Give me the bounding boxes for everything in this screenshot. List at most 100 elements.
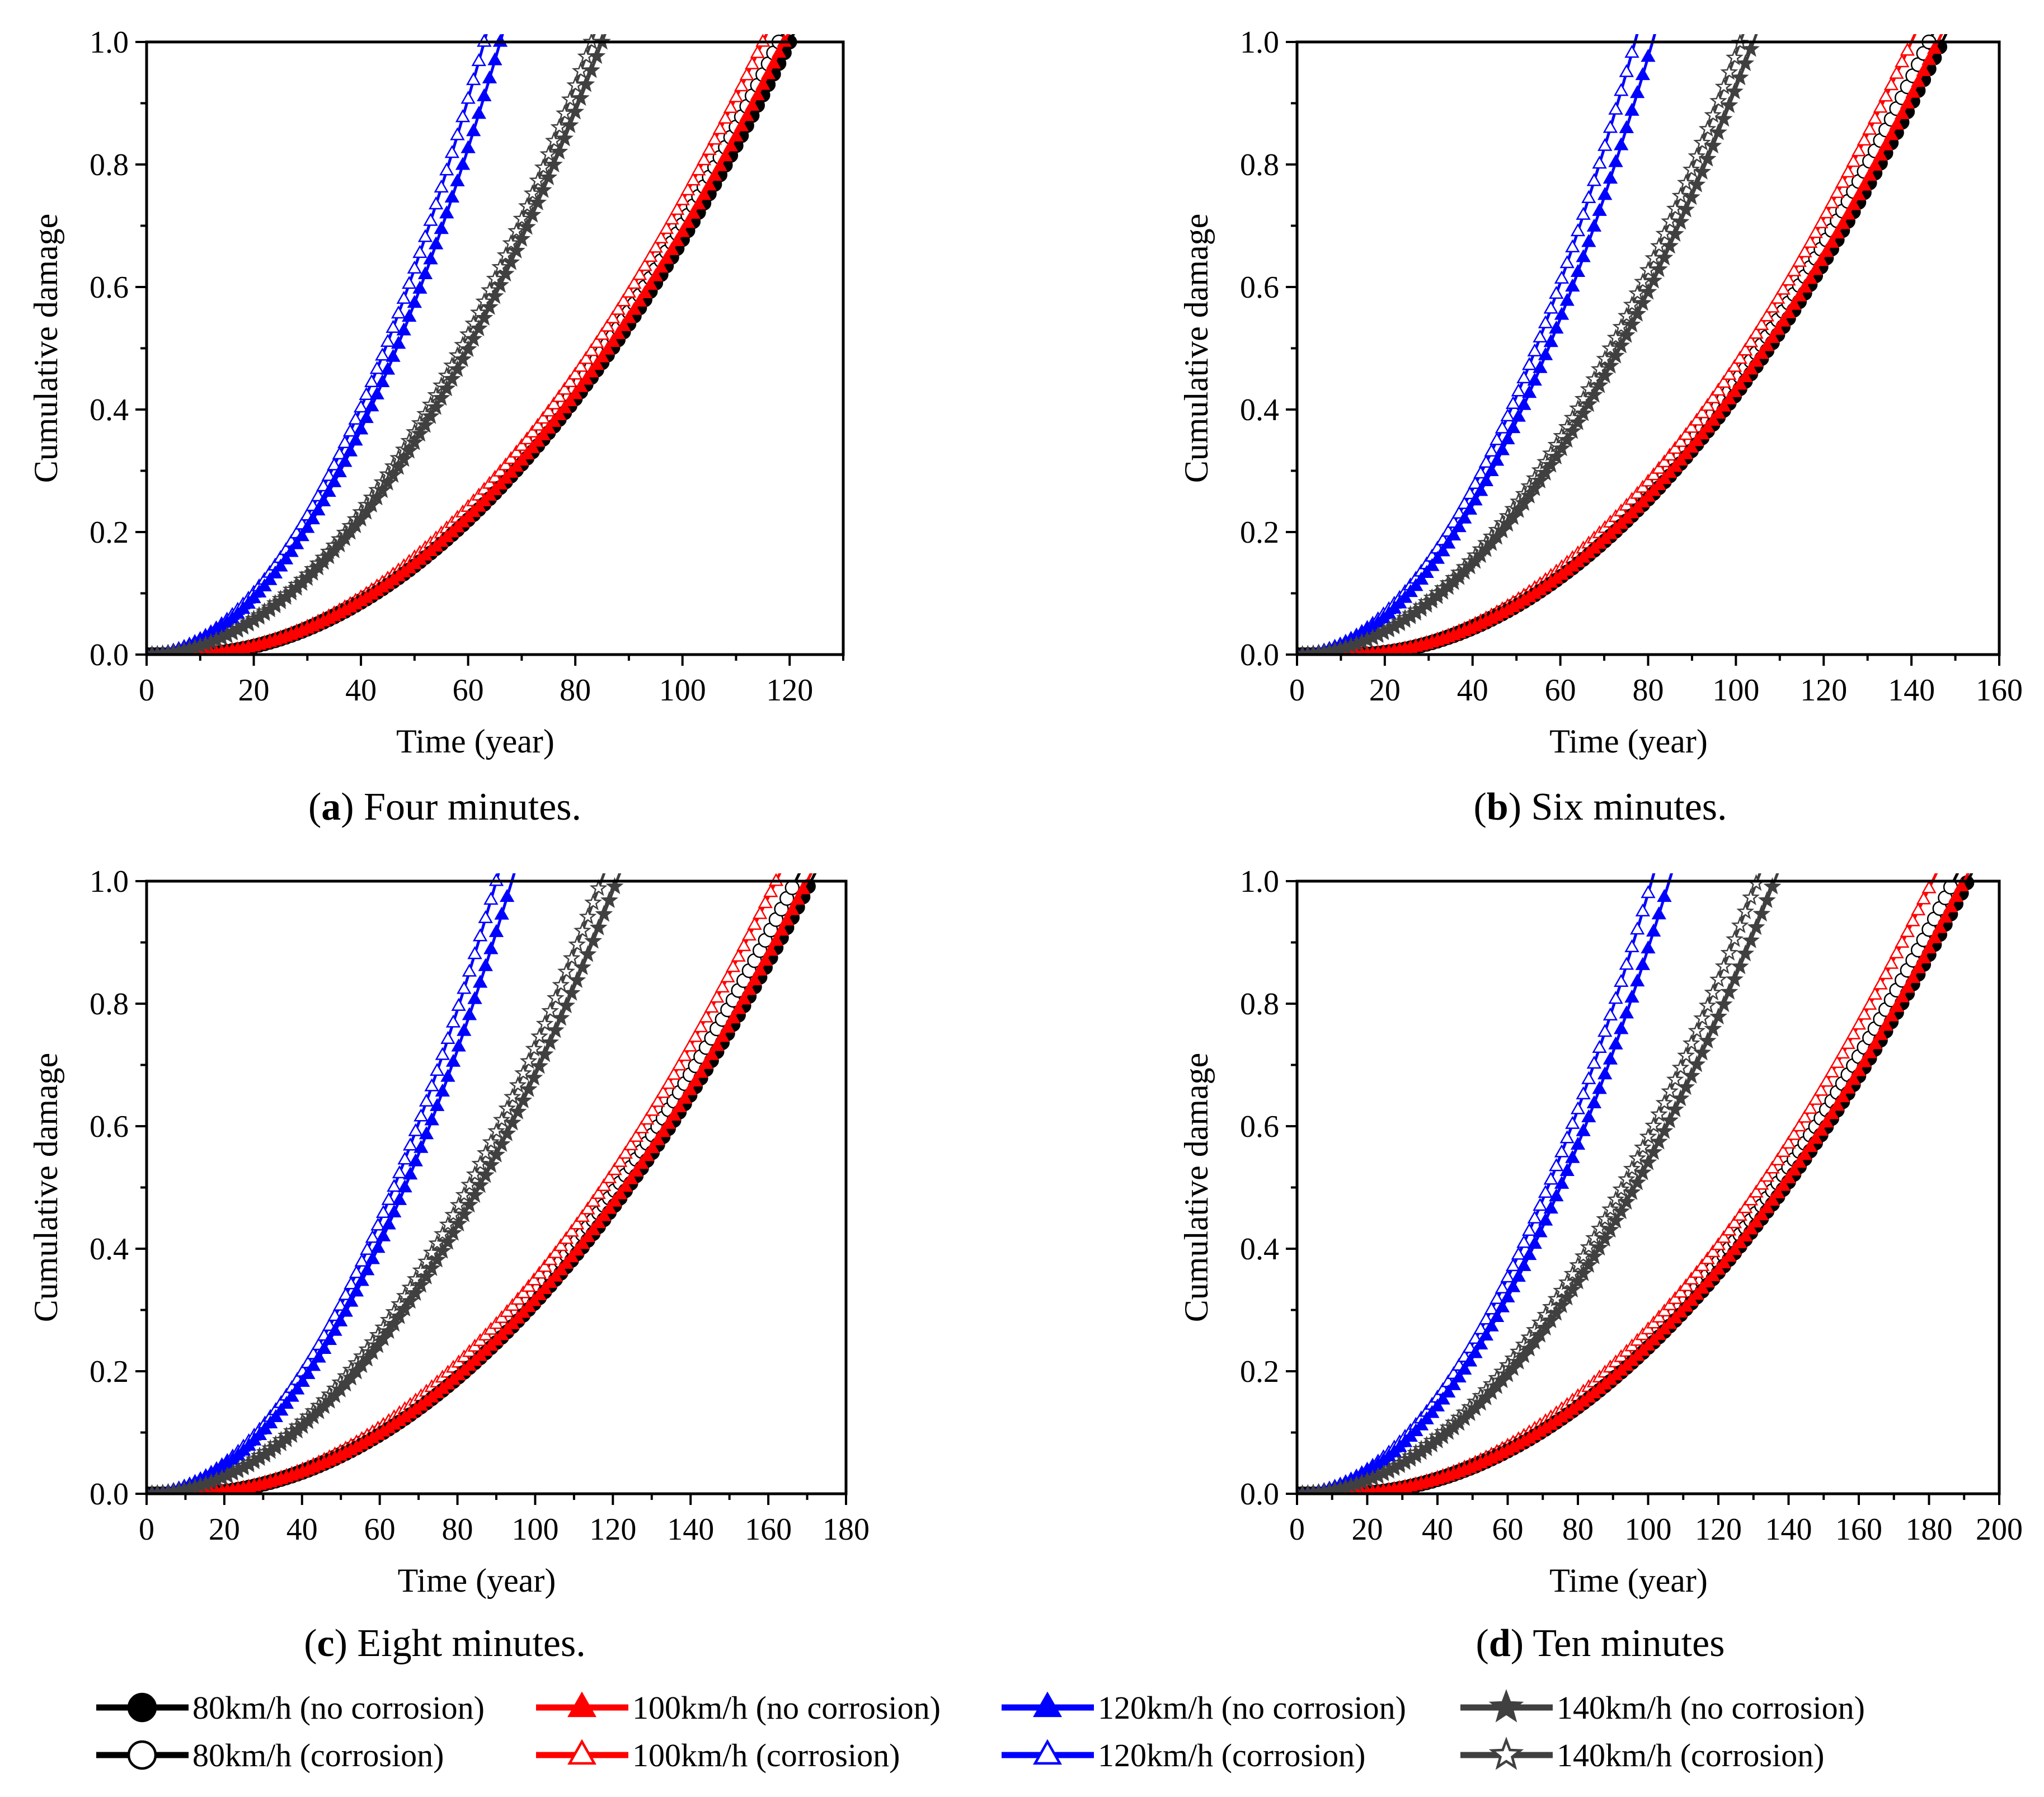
- x-tick-label: 200: [1976, 1512, 2023, 1547]
- data-point: [675, 192, 690, 205]
- data-point: [322, 1332, 337, 1346]
- data-point: [1770, 290, 1785, 304]
- data-point: [1698, 1031, 1717, 1049]
- data-point: [1505, 420, 1521, 434]
- data-point: [1662, 465, 1678, 478]
- data-point: [600, 891, 618, 909]
- data-point: [1543, 333, 1558, 347]
- data-point: [1413, 571, 1429, 585]
- data-point: [1473, 465, 1488, 479]
- series-80km-h-no-corrosion-: [1297, 873, 1975, 1494]
- data-point: [500, 888, 515, 902]
- data-point: [582, 61, 600, 78]
- x-tick-label: 140: [1888, 673, 1935, 708]
- data-point: [682, 1038, 698, 1052]
- data-point: [1802, 1139, 1818, 1152]
- series-140km-h-corrosion-: [1297, 34, 1749, 655]
- data-point: [509, 1076, 527, 1093]
- data-point: [580, 1201, 595, 1215]
- data-point: [407, 260, 422, 274]
- data-point: [267, 565, 283, 578]
- y-tick-label: 0.8: [90, 987, 129, 1022]
- data-point: [1698, 120, 1717, 137]
- data-point: [1500, 1269, 1515, 1283]
- data-point: [1635, 67, 1651, 81]
- y-tick-label: 1.0: [1240, 25, 1279, 60]
- x-tick-label: 180: [1906, 1512, 1953, 1547]
- data-point: [525, 1068, 543, 1086]
- data-point: [1813, 215, 1829, 229]
- data-point: [677, 1048, 692, 1061]
- data-point: [1830, 225, 1845, 239]
- data-point: [1900, 980, 1915, 993]
- data-point: [1655, 1122, 1674, 1139]
- data-point: [375, 374, 390, 388]
- series-120km-h-no-corrosion-: [1297, 34, 1657, 655]
- data-point: [1666, 199, 1684, 217]
- data-point: [381, 1192, 396, 1205]
- data-point: [1608, 1036, 1623, 1050]
- data-point: [546, 1021, 565, 1038]
- legend-item: 120km/h (corrosion): [1002, 1737, 1365, 1774]
- x-tick-label: 40: [1422, 1512, 1453, 1547]
- data-point: [715, 979, 730, 993]
- data-point: [1509, 501, 1528, 518]
- data-point: [561, 90, 579, 107]
- data-point: [1655, 248, 1674, 266]
- data-point: [353, 421, 369, 435]
- series-100km-h-no-corrosion-: [147, 873, 813, 1494]
- data-point: [1722, 1248, 1737, 1262]
- data-point: [637, 258, 652, 271]
- data-point: [530, 434, 546, 447]
- data-point: [268, 1409, 283, 1422]
- data-point: [596, 1208, 612, 1221]
- data-point: [428, 236, 444, 250]
- data-point: [1570, 1136, 1586, 1150]
- data-point: [573, 379, 588, 392]
- data-point: [584, 343, 599, 356]
- data-point: [1547, 447, 1566, 465]
- data-point: [739, 67, 754, 81]
- data-point: [1682, 160, 1700, 178]
- data-point: [1895, 106, 1910, 119]
- data-point: [1830, 1098, 1845, 1111]
- x-tick-label: 20: [1369, 673, 1401, 708]
- data-point: [747, 972, 762, 986]
- data-point: [290, 1381, 305, 1395]
- series-line: [147, 873, 801, 1494]
- data-point: [305, 511, 321, 525]
- data-point: [1716, 398, 1731, 412]
- data-point: [1493, 521, 1511, 539]
- data-point: [1889, 65, 1904, 79]
- data-point: [1570, 223, 1586, 237]
- data-point: [478, 958, 493, 971]
- data-point: [1792, 288, 1807, 302]
- data-point: [1419, 1411, 1434, 1424]
- y-tick-label: 0.0: [1240, 638, 1279, 672]
- data-point: [375, 1205, 391, 1218]
- data-point: [1835, 1045, 1850, 1059]
- data-point: [763, 943, 778, 956]
- data-point: [1851, 1017, 1867, 1030]
- data-point: [387, 1204, 402, 1217]
- data-point: [514, 1091, 533, 1108]
- data-point: [1559, 1163, 1575, 1177]
- data-point: [1873, 1027, 1888, 1040]
- data-point: [1824, 1064, 1839, 1078]
- data-point: [1711, 382, 1726, 396]
- data-point: [1867, 1036, 1883, 1050]
- data-point: [1749, 1184, 1764, 1198]
- data-point: [369, 1336, 387, 1353]
- data-point: [1549, 320, 1564, 334]
- data-point: [1857, 132, 1872, 146]
- data-point: [1684, 420, 1699, 433]
- data-point: [1705, 1268, 1721, 1281]
- data-point: [1813, 253, 1829, 266]
- data-point: [648, 268, 663, 281]
- y-axis-title: Cumulative damage: [1178, 214, 1215, 483]
- data-point: [640, 1148, 655, 1161]
- data-point: [1671, 1058, 1690, 1076]
- series-100km-h-corrosion-: [1297, 34, 1917, 655]
- data-point: [1688, 175, 1706, 192]
- data-point: [1612, 1202, 1630, 1220]
